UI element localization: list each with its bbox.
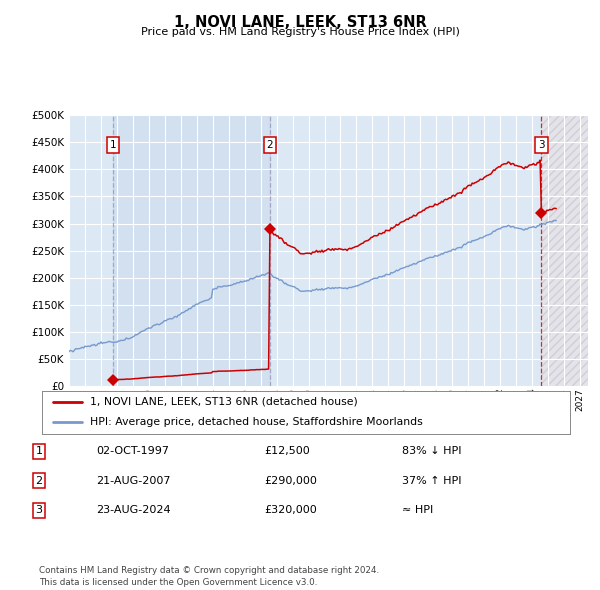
Text: £290,000: £290,000 [264,476,317,486]
Text: 37% ↑ HPI: 37% ↑ HPI [402,476,461,486]
Text: £12,500: £12,500 [264,447,310,456]
Text: 23-AUG-2024: 23-AUG-2024 [96,506,170,515]
Text: Price paid vs. HM Land Registry's House Price Index (HPI): Price paid vs. HM Land Registry's House … [140,27,460,37]
Text: 2: 2 [35,476,43,486]
Text: 02-OCT-1997: 02-OCT-1997 [96,447,169,456]
Text: 1, NOVI LANE, LEEK, ST13 6NR: 1, NOVI LANE, LEEK, ST13 6NR [173,15,427,30]
Text: 2: 2 [266,140,273,150]
Text: 1: 1 [35,447,43,456]
Text: 21-AUG-2007: 21-AUG-2007 [96,476,170,486]
Text: 1, NOVI LANE, LEEK, ST13 6NR (detached house): 1, NOVI LANE, LEEK, ST13 6NR (detached h… [89,397,357,407]
Bar [541,115,588,386]
Text: 83% ↓ HPI: 83% ↓ HPI [402,447,461,456]
Text: 3: 3 [35,506,43,515]
Text: Contains HM Land Registry data © Crown copyright and database right 2024.
This d: Contains HM Land Registry data © Crown c… [39,566,379,587]
Text: ≈ HPI: ≈ HPI [402,506,433,515]
Bar [113,115,270,386]
Text: 1: 1 [110,140,116,150]
Text: 3: 3 [538,140,545,150]
Text: HPI: Average price, detached house, Staffordshire Moorlands: HPI: Average price, detached house, Staf… [89,417,422,427]
Text: £320,000: £320,000 [264,506,317,515]
Bar [541,115,588,386]
